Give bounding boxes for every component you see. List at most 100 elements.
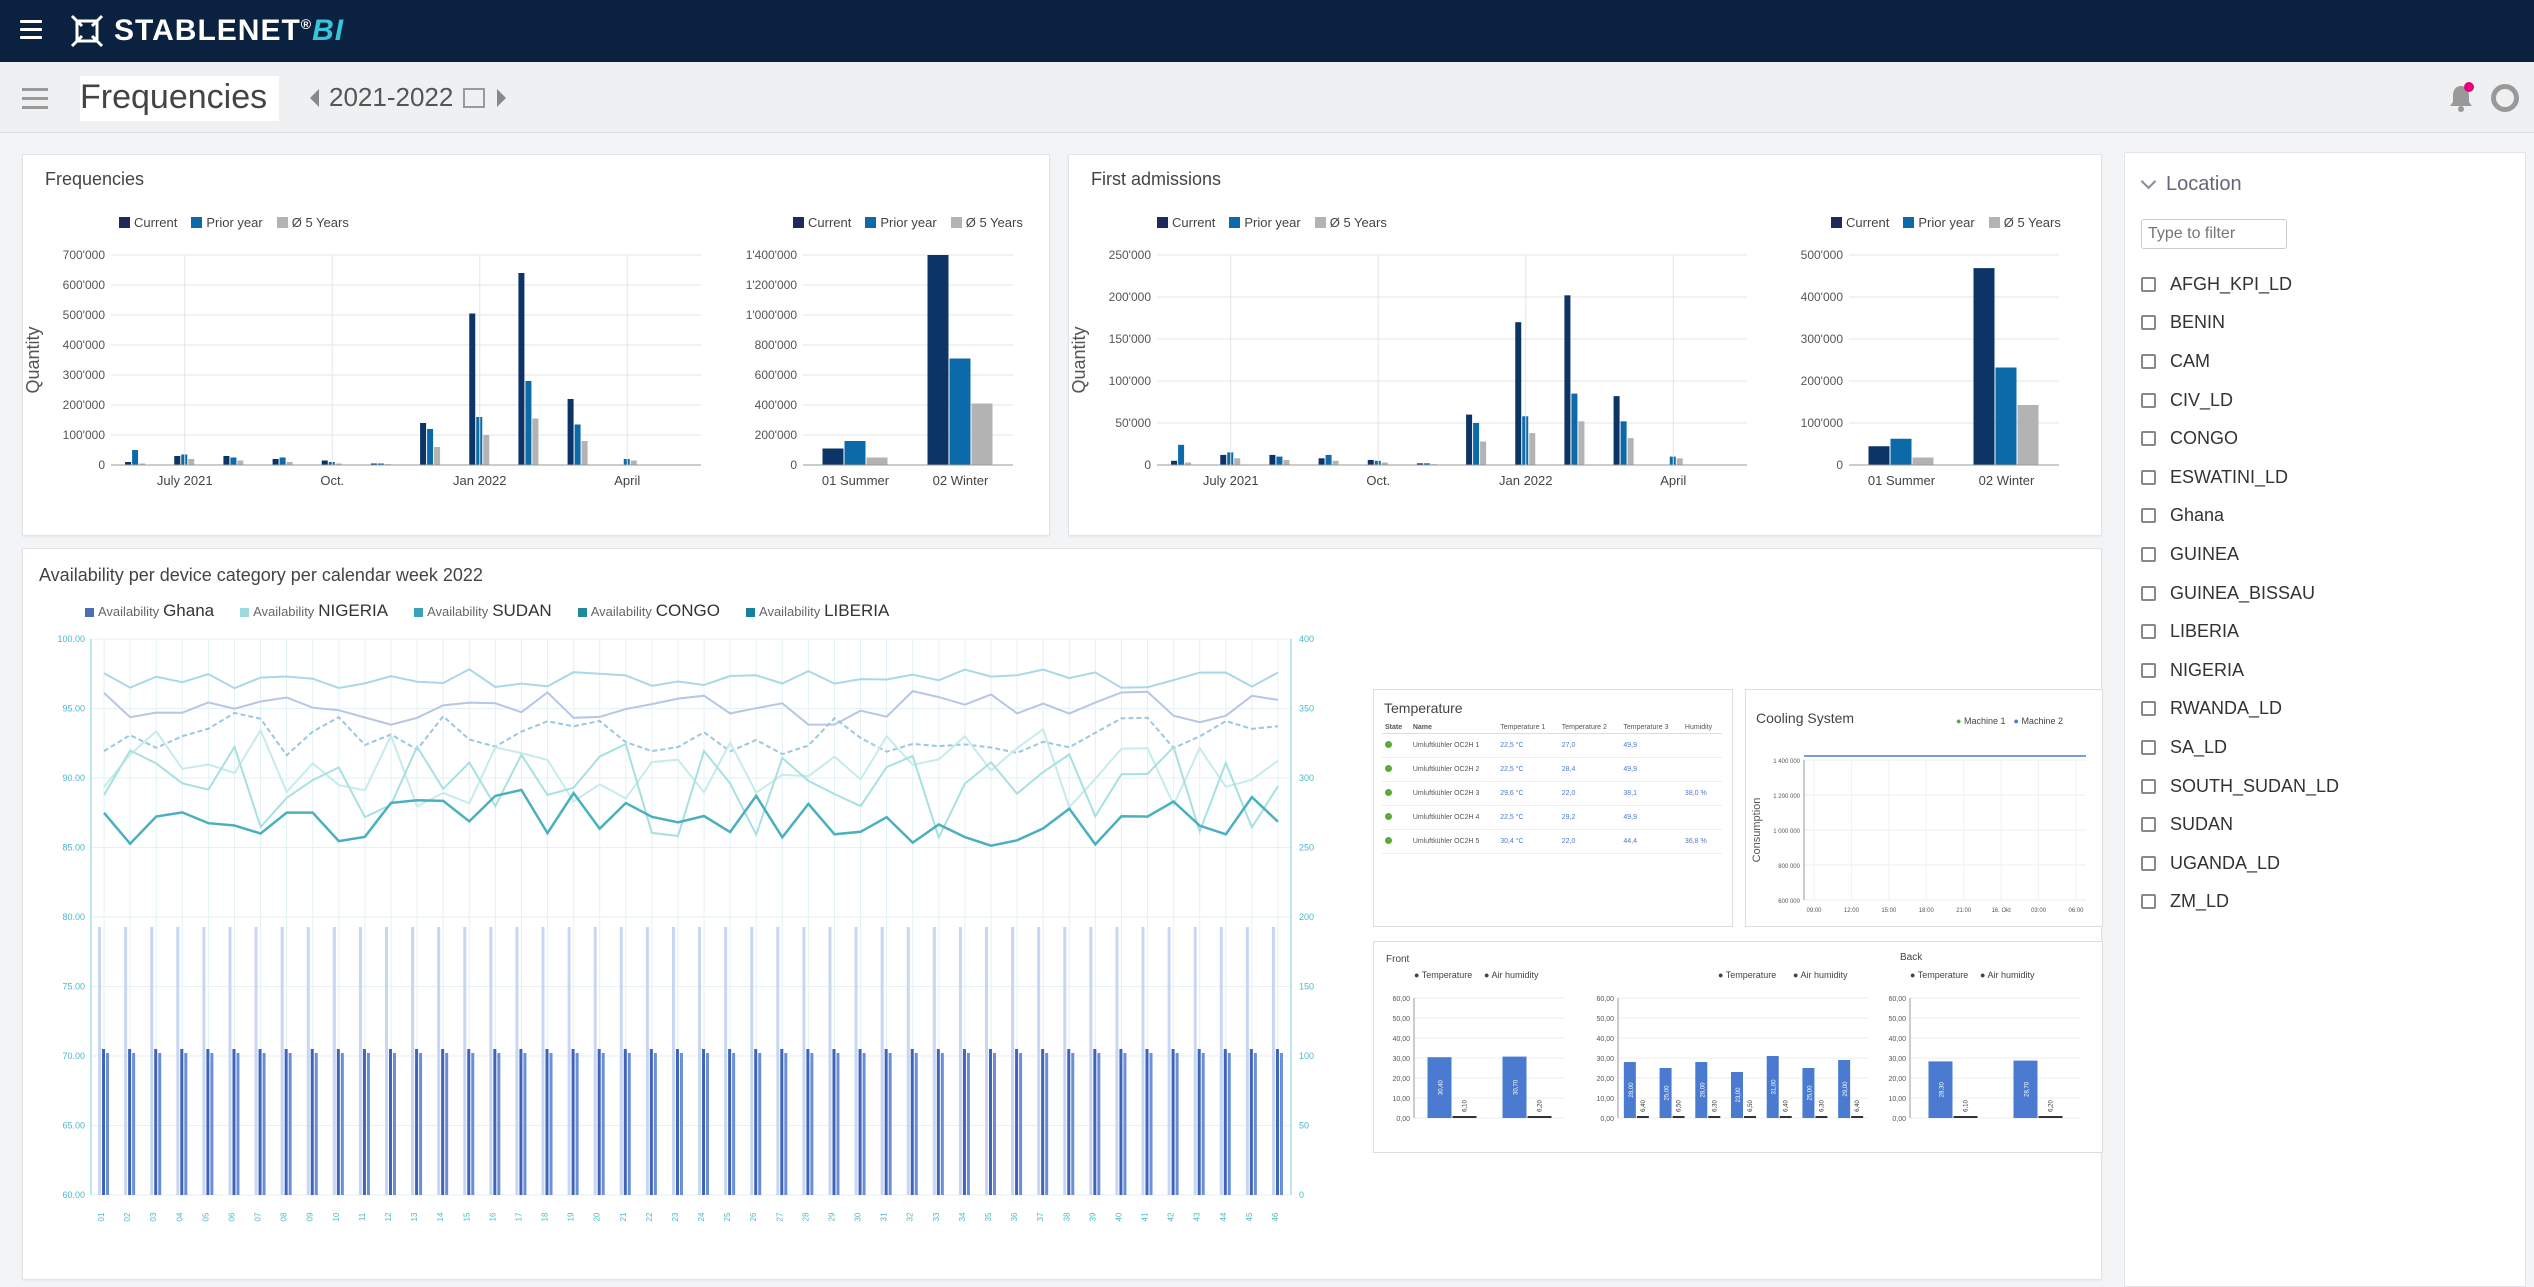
legend-5-years[interactable]: Ø 5 Years [1988,215,2061,230]
bar [784,1053,788,1195]
location-checkbox[interactable] [2141,739,2156,755]
x-tick-label: 12:00 [1844,908,1860,914]
location-item[interactable]: GUINEA [2141,535,2339,574]
y-tick-label-left: 75.00 [62,982,85,992]
bar [1515,322,1522,465]
bar [780,1049,784,1195]
y-tick-label-left: 80.00 [62,912,85,922]
location-item[interactable]: LIBERIA [2141,612,2339,651]
legend-current[interactable]: Current [1831,215,1889,230]
y-tick-label: 30,00 [1888,1056,1906,1063]
temperature-column-header[interactable]: Name [1409,722,1498,734]
location-item[interactable]: SA_LD [2141,728,2339,767]
bar [332,927,336,1195]
table-row[interactable]: Umluftkühler OC2H 3 29,6 °C 22,0 38,1 38,0 % [1382,781,1722,806]
location-checkbox[interactable] [2141,817,2156,833]
location-item[interactable]: CONGO [2141,419,2339,458]
table-row[interactable]: Umluftkühler OC2H 2 22,5 °C 28,4 49,9 [1382,757,1722,782]
location-item[interactable]: NIGERIA [2141,651,2339,690]
location-checkbox[interactable] [2141,778,2156,794]
legend-current[interactable]: Current [793,215,851,230]
legend-availability-sudan[interactable]: Availability SUDAN [414,601,552,621]
frequencies-season-chart: 0 200'000 400'000 600'000 800'000 1'000'000 1'… [746,248,1013,488]
legend-availability-nigeria[interactable]: Availability NIGERIA [240,601,388,621]
location-checkbox[interactable] [2141,662,2156,678]
location-item[interactable]: BENIN [2141,304,2339,343]
location-checkbox[interactable] [2141,431,2156,447]
bar [958,927,962,1195]
temperature-column-header[interactable]: Temperature 2 [1558,722,1621,734]
temperature-column-header[interactable]: Humidity [1681,722,1722,734]
temperature-column-header[interactable]: State [1382,722,1410,734]
location-checkbox[interactable] [2141,894,2156,910]
state-ok-icon [1385,789,1392,796]
location-item[interactable]: SOUTH_SUDAN_LD [2141,767,2339,806]
location-label: LIBERIA [2170,621,2240,642]
bar [377,463,384,465]
location-item[interactable]: RWANDA_LD [2141,690,2339,729]
bar [1564,295,1571,465]
location-checkbox[interactable] [2141,701,2156,717]
y-tick-label: 0 [1836,458,1843,472]
location-item[interactable]: SUDAN [2141,805,2339,844]
filter-menu-icon[interactable] [22,88,48,115]
legend-availability-congo[interactable]: Availability CONGO [577,601,720,621]
location-checkbox[interactable] [2141,855,2156,871]
location-checkbox[interactable] [2141,624,2156,640]
bar [679,1053,683,1195]
location-checkbox[interactable] [2141,392,2156,408]
user-status-icon[interactable] [2491,84,2519,112]
temperature-column-header[interactable]: Temperature 1 [1497,722,1559,734]
temperature-column-header[interactable]: Temperature 3 [1620,722,1682,734]
legend-prior-year[interactable]: Prior year [1903,215,1975,230]
bar-humidity [1636,1116,1649,1118]
table-row[interactable]: Umluftkühler OC2H 1 22,5 °C 27,0 49,9 [1382,733,1722,758]
main-menu-icon[interactable] [20,20,42,40]
next-period-icon[interactable] [497,88,507,107]
location-item[interactable]: ESWATINI_LD [2141,458,2339,497]
location-item[interactable]: Ghana [2141,497,2339,536]
bar [949,358,971,465]
legend-current[interactable]: Current [119,215,177,230]
location-checkbox[interactable] [2141,546,2156,562]
bar [1275,1049,1279,1195]
bar [202,927,206,1195]
brand-logo[interactable]: STABLENET®BI [70,10,344,52]
location-header[interactable]: Location [2140,173,2242,196]
location-checkbox[interactable] [2141,585,2156,601]
location-item[interactable]: CIV_LD [2141,381,2339,420]
bar-label: 28,00 [1629,1082,1635,1098]
location-checkbox[interactable] [2141,469,2156,485]
legend-5-years[interactable]: Ø 5 Years [276,215,349,230]
calendar-icon[interactable] [463,87,486,108]
legend-5-years[interactable]: Ø 5 Years [1314,215,1387,230]
table-row[interactable]: Umluftkühler OC2H 4 22,5 °C 29,2 49,9 [1382,805,1722,830]
legend-prior-year[interactable]: Prior year [865,215,937,230]
location-checkbox[interactable] [2141,508,2156,524]
bar-humidity [1815,1116,1828,1118]
y-tick-label: 1'000'000 [746,308,798,322]
location-checkbox[interactable] [2141,315,2156,331]
legend-machine-1[interactable]: ● Machine 1 [1956,716,2006,726]
legend-availability-liberia[interactable]: Availability LIBERIA [746,601,889,621]
location-item[interactable]: AFGH_KPI_LD [2141,265,2339,304]
previous-period-icon[interactable] [310,88,319,107]
legend-machine-2[interactable]: ● Machine 2 [2013,716,2063,726]
location-item[interactable]: UGANDA_LD [2141,844,2339,883]
bar-label: 30,70 [1514,1079,1520,1095]
location-checkbox[interactable] [2141,353,2156,369]
legend-current[interactable]: Current [1157,215,1215,230]
location-item[interactable]: GUINEA_BISSAU [2141,574,2339,613]
location-item[interactable]: CAM [2141,342,2339,381]
legend-prior-year[interactable]: Prior year [1229,215,1301,230]
legend-prior-year[interactable]: Prior year [191,215,263,230]
y-tick-label: 300'000 [1801,332,1844,346]
location-filter-input[interactable] [2141,219,2287,249]
location-checkbox[interactable] [2141,276,2156,292]
table-row[interactable]: Umluftkühler OC2H 5 30,4 °C 22,0 44,4 36,8 % [1382,829,1722,854]
bar [1627,438,1634,465]
y-tick-label-right: 300 [1299,773,1314,783]
legend-5-years[interactable]: Ø 5 Years [950,215,1023,230]
location-item[interactable]: ZM_LD [2141,883,2339,922]
legend-availability-ghana[interactable]: Availability Ghana [85,601,214,621]
